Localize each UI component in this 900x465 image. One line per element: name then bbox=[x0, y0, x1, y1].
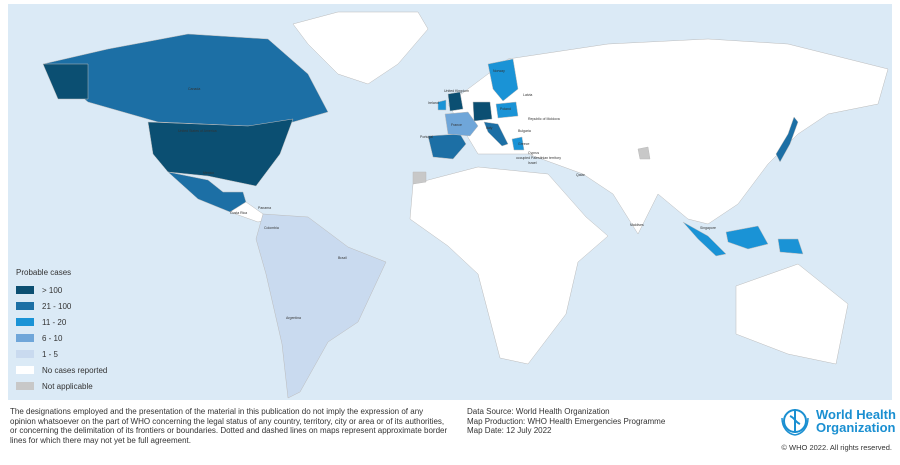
legend-swatch bbox=[16, 366, 34, 374]
legend-swatch bbox=[16, 286, 34, 294]
mexico bbox=[167, 171, 247, 213]
legend-item: 6 - 10 bbox=[16, 330, 107, 346]
australia bbox=[735, 263, 849, 365]
copyright: © WHO 2022. All rights reserved. bbox=[781, 443, 892, 452]
label-colombia: Colombia bbox=[264, 226, 279, 230]
legend-label: 6 - 10 bbox=[42, 333, 63, 343]
legend-swatch bbox=[16, 350, 34, 358]
legend-item: > 100 bbox=[16, 282, 107, 298]
map-date: Map Date: 12 July 2022 bbox=[467, 426, 552, 435]
who-logo: World Health Organization bbox=[778, 404, 896, 438]
indonesia-west bbox=[682, 221, 727, 257]
legend-title: Probable cases bbox=[16, 268, 72, 277]
label-usa: United States of America bbox=[178, 129, 217, 133]
legend-label: 11 - 20 bbox=[42, 317, 67, 327]
scandinavia bbox=[487, 58, 519, 102]
label-panama: Panama bbox=[258, 206, 271, 210]
label-maldives: Maldives bbox=[630, 223, 644, 227]
eurasia bbox=[447, 38, 889, 235]
western-sahara bbox=[412, 171, 427, 185]
label-canada: Canada bbox=[188, 87, 200, 91]
legend-swatch bbox=[16, 382, 34, 390]
legend-label: 1 - 5 bbox=[42, 349, 59, 359]
legend-item: Not applicable bbox=[16, 378, 107, 394]
legend-item: 21 - 100 bbox=[16, 298, 107, 314]
label-costa-rica: Costa Rica bbox=[230, 211, 247, 215]
label-israel: Israel bbox=[528, 161, 537, 165]
greenland bbox=[292, 11, 429, 85]
africa bbox=[409, 166, 609, 365]
canada bbox=[42, 33, 329, 127]
spain bbox=[427, 133, 467, 160]
label-italy: Italy bbox=[486, 126, 493, 130]
label-cyprus: Cyprus bbox=[528, 151, 539, 155]
map-production: Map Production: WHO Health Emergencies P… bbox=[467, 416, 666, 426]
label-qatar: Qatar bbox=[576, 173, 586, 177]
greece bbox=[511, 136, 525, 151]
label-opt: occupied Palestinian territory bbox=[516, 156, 561, 160]
poland bbox=[495, 101, 519, 119]
logo-line2: Organization bbox=[816, 420, 896, 435]
south-america bbox=[255, 213, 387, 399]
uk bbox=[447, 91, 464, 112]
label-norway: Norway bbox=[493, 69, 505, 73]
indonesia-east bbox=[725, 225, 769, 250]
label-france: France bbox=[451, 123, 462, 127]
usa bbox=[147, 118, 294, 187]
ireland bbox=[437, 99, 447, 111]
disclaimer: The designations employed and the presen… bbox=[10, 407, 448, 445]
legend-label: 21 - 100 bbox=[42, 301, 72, 311]
logo-line1: World Health bbox=[816, 407, 896, 422]
legend: Probable cases > 100 21 - 100 11 - 20 6 - 1… bbox=[16, 268, 107, 394]
germany bbox=[472, 101, 493, 122]
legend-swatch bbox=[16, 302, 34, 310]
label-ireland: Ireland bbox=[428, 101, 439, 105]
label-singapore: Singapore bbox=[700, 226, 716, 230]
legend-label: > 100 bbox=[42, 285, 63, 295]
india-kashmir bbox=[637, 146, 651, 160]
world-map: Canada United States of America Mexico C… bbox=[8, 4, 892, 400]
label-portugal: Portugal bbox=[420, 135, 433, 139]
legend-item: 11 - 20 bbox=[16, 314, 107, 330]
alaska bbox=[42, 63, 89, 100]
label-poland: Poland bbox=[500, 107, 511, 111]
source-info: Data Source: World Health Organization M… bbox=[467, 407, 665, 436]
legend-label: Not applicable bbox=[42, 381, 93, 391]
label-bulgaria: Bulgaria bbox=[518, 129, 531, 133]
label-brazil: Brazil bbox=[338, 256, 347, 260]
legend-item: No cases reported bbox=[16, 362, 107, 378]
papua bbox=[777, 238, 804, 255]
label-argentina: Argentina bbox=[286, 316, 301, 320]
data-source: Data Source: World Health Organization bbox=[467, 407, 610, 416]
label-greece: Greece bbox=[518, 142, 530, 146]
italy bbox=[483, 121, 509, 147]
who-emblem-icon bbox=[781, 409, 809, 436]
legend-swatch bbox=[16, 318, 34, 326]
japan bbox=[775, 116, 799, 163]
france bbox=[444, 111, 479, 137]
label-uk: United Kingdom bbox=[444, 89, 469, 93]
label-moldova: Republic of Moldova bbox=[528, 117, 560, 121]
label-mexico: Mexico bbox=[203, 171, 214, 175]
label-latvia: Latvia bbox=[523, 93, 532, 97]
legend-label: No cases reported bbox=[42, 365, 108, 375]
legend-item: 1 - 5 bbox=[16, 346, 107, 362]
legend-swatch bbox=[16, 334, 34, 342]
